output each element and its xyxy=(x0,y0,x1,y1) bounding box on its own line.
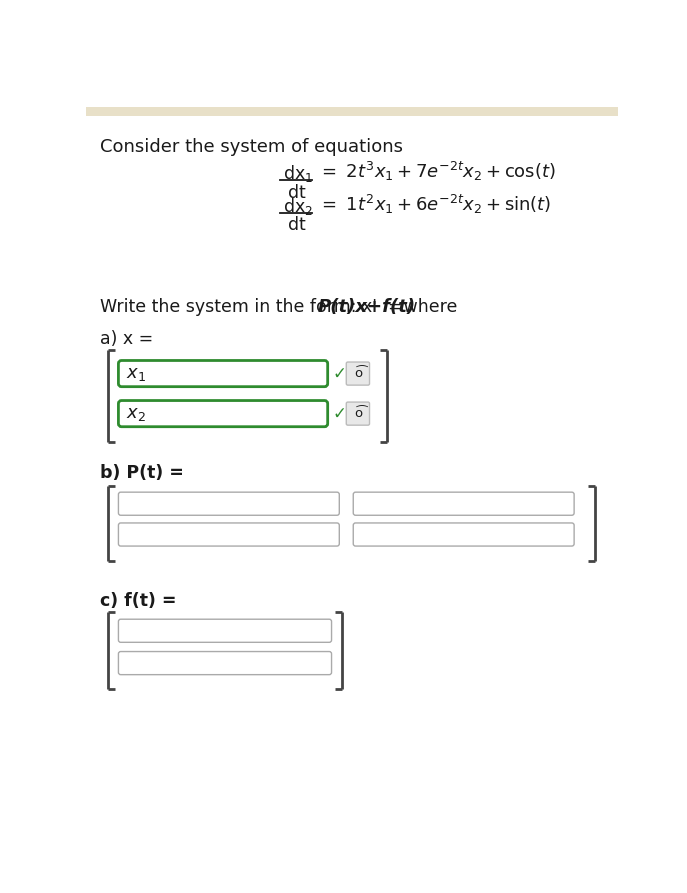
Text: Write the system in the form: x'  =: Write the system in the form: x' = xyxy=(100,298,414,316)
Text: o͡: o͡ xyxy=(354,367,362,380)
Text: $\mathsf{dt}$: $\mathsf{dt}$ xyxy=(287,216,307,235)
Text: ✓: ✓ xyxy=(333,405,346,422)
Text: $= \ 2t^3x_1 + 7e^{-2t}x_2 + \cos(t)$: $= \ 2t^3x_1 + 7e^{-2t}x_2 + \cos(t)$ xyxy=(318,160,556,183)
Text: Consider the system of equations: Consider the system of equations xyxy=(100,138,403,156)
Text: ✓: ✓ xyxy=(333,364,346,382)
Text: a) x =: a) x = xyxy=(100,330,153,348)
Text: b) P(t) =: b) P(t) = xyxy=(100,464,183,482)
FancyBboxPatch shape xyxy=(353,523,574,546)
FancyBboxPatch shape xyxy=(353,492,574,515)
Text: c) f(t) =: c) f(t) = xyxy=(100,592,177,610)
FancyBboxPatch shape xyxy=(118,652,332,674)
FancyBboxPatch shape xyxy=(346,402,370,425)
Text: $\mathsf{dx_2}$: $\mathsf{dx_2}$ xyxy=(283,196,313,217)
FancyBboxPatch shape xyxy=(118,361,328,387)
Text: $x_1$: $x_1$ xyxy=(126,364,146,382)
Text: P(t)x+f(t): P(t)x+f(t) xyxy=(317,298,416,316)
Text: $= \ 1t^2x_1 + 6e^{-2t}x_2 + \sin(t)$: $= \ 1t^2x_1 + 6e^{-2t}x_2 + \sin(t)$ xyxy=(318,193,552,216)
Text: where: where xyxy=(398,298,458,316)
FancyBboxPatch shape xyxy=(118,401,328,427)
FancyBboxPatch shape xyxy=(118,619,332,642)
FancyBboxPatch shape xyxy=(118,523,339,546)
FancyBboxPatch shape xyxy=(118,492,339,515)
Text: $\mathsf{dx_1}$: $\mathsf{dx_1}$ xyxy=(283,163,313,184)
Text: $\mathsf{dt}$: $\mathsf{dt}$ xyxy=(287,184,307,202)
FancyBboxPatch shape xyxy=(346,362,370,385)
Text: $x_2$: $x_2$ xyxy=(126,405,146,422)
Text: o͡: o͡ xyxy=(354,407,362,420)
Bar xyxy=(86,107,618,116)
